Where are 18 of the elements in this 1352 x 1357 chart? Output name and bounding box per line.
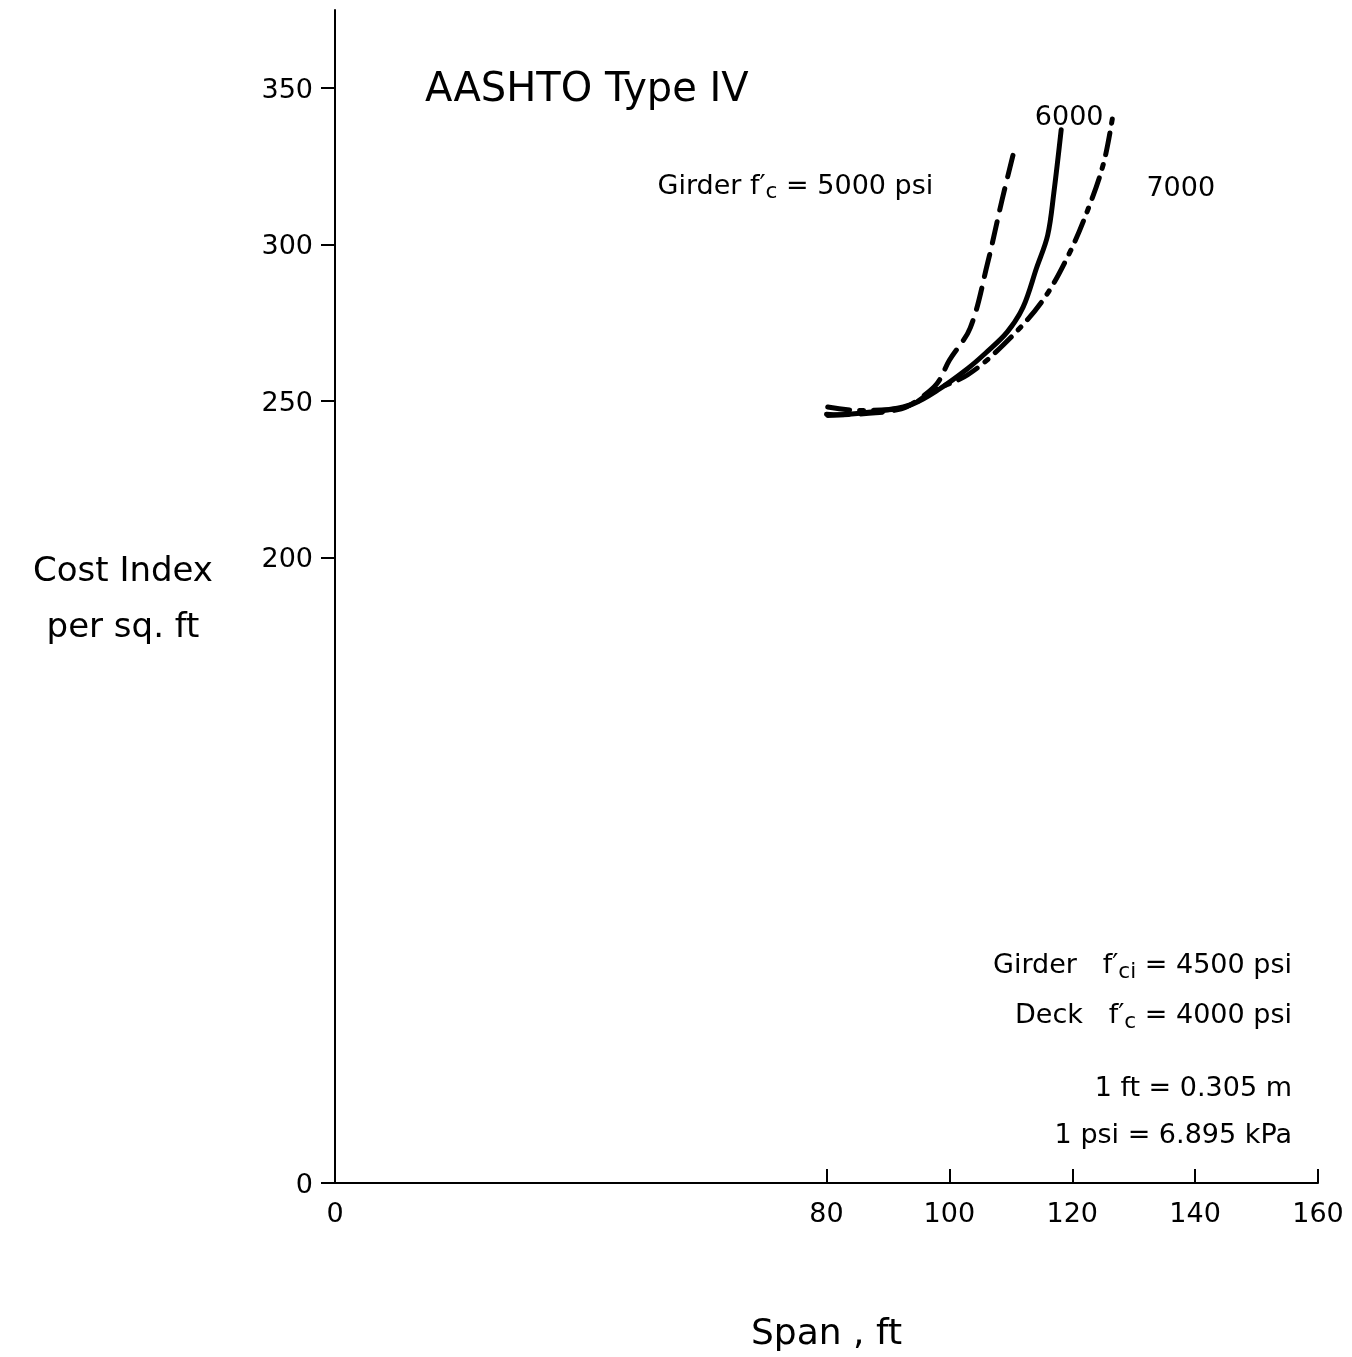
- series-label: 6000: [1034, 100, 1104, 132]
- y-tick-label: 300: [261, 229, 313, 261]
- y-tick-label: 250: [261, 385, 313, 417]
- x-tick-label: 140: [1169, 1197, 1221, 1228]
- x-axis-title: Span , ft: [750, 1310, 903, 1352]
- series-label: 7000: [1146, 171, 1216, 203]
- y-tick-label: 0: [295, 1167, 313, 1199]
- y-tick-label: 200: [261, 541, 313, 573]
- text: AASHTO Type IV: [425, 64, 750, 110]
- x-tick-label: 100: [923, 1197, 976, 1228]
- x-tick-label: 120: [1046, 1197, 1099, 1228]
- annotation: 1 psi = 6.895 kPa: [1054, 1118, 1293, 1149]
- annotation: 1 ft = 0.305 m: [1094, 1071, 1293, 1102]
- x-tick-label: 160: [1292, 1197, 1344, 1228]
- x-tick-label: 80: [809, 1197, 844, 1228]
- x-tick-label: 0: [326, 1197, 344, 1228]
- y-tick-label: 350: [261, 72, 313, 104]
- y-axis-title: Cost Index per sq. ft: [33, 548, 213, 645]
